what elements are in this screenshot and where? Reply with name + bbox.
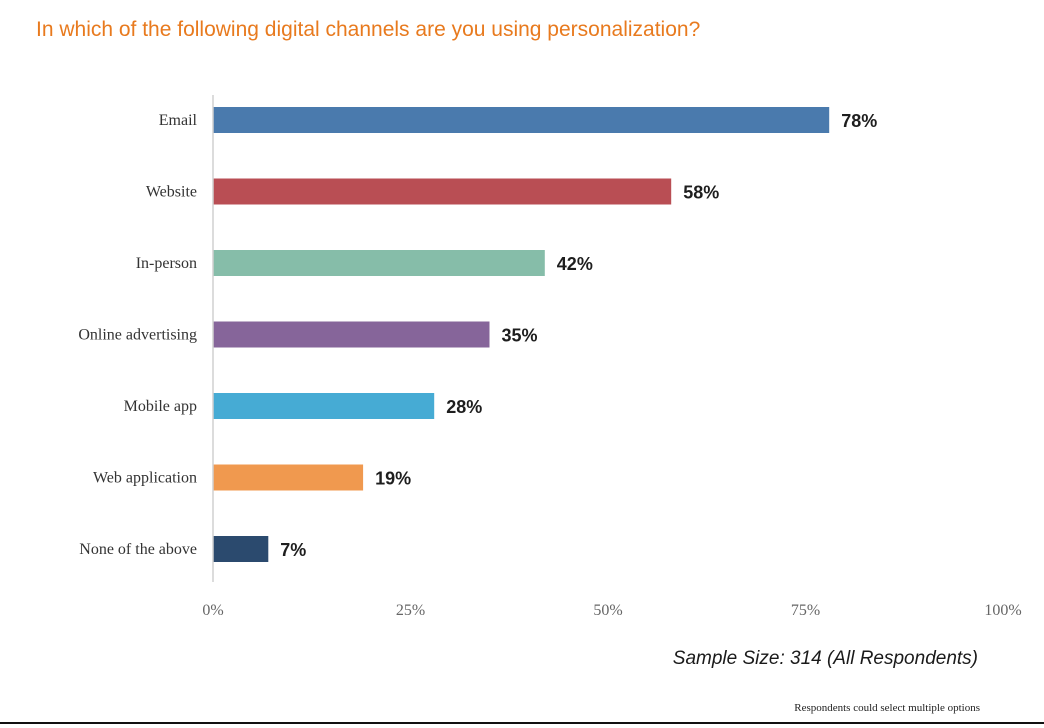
x-tick-label-100: 100% — [984, 602, 1021, 619]
value-label-none-of-the-above: 7% — [280, 540, 306, 560]
value-label-mobile-app: 28% — [446, 397, 482, 417]
category-label-web-application: Web application — [93, 470, 197, 487]
x-tick-label-0: 0% — [202, 602, 223, 619]
bar-email — [213, 107, 830, 133]
sample-size-note: Sample Size: 314 (All Respondents) — [672, 648, 978, 669]
x-tick-label-75: 75% — [791, 602, 820, 619]
value-label-website: 58% — [683, 183, 719, 203]
bar-web-application — [213, 464, 364, 491]
bar-none-of-the-above — [213, 536, 269, 562]
category-label-mobile-app: Mobile app — [124, 398, 197, 415]
bar-website — [213, 178, 672, 205]
value-label-web-application: 19% — [375, 469, 411, 489]
value-label-email: 78% — [841, 111, 877, 131]
category-label-website: Website — [146, 184, 197, 201]
bar-in-person — [213, 250, 545, 276]
bars-layer — [213, 107, 830, 562]
chart-title: In which of the following digital channe… — [36, 18, 701, 41]
labels-layer: Email 78% Website 58% In-person 42% Online adv… — [78, 111, 1021, 619]
bar-chart: Email 78% Website 58% In-person 42% Online adv… — [78, 95, 1022, 619]
bar-online-advertising — [213, 321, 490, 348]
category-label-email: Email — [159, 112, 198, 129]
footnote: Respondents could select multiple option… — [794, 702, 980, 714]
bottom-divider — [0, 722, 1044, 724]
x-tick-label-50: 50% — [593, 602, 622, 619]
bar-mobile-app — [213, 393, 435, 419]
value-label-online-advertising: 35% — [502, 326, 538, 346]
category-label-online-advertising: Online advertising — [78, 327, 197, 344]
x-tick-label-25: 25% — [396, 602, 425, 619]
category-label-in-person: In-person — [136, 255, 197, 272]
value-label-in-person: 42% — [557, 254, 593, 274]
category-label-none-of-the-above: None of the above — [79, 541, 197, 558]
